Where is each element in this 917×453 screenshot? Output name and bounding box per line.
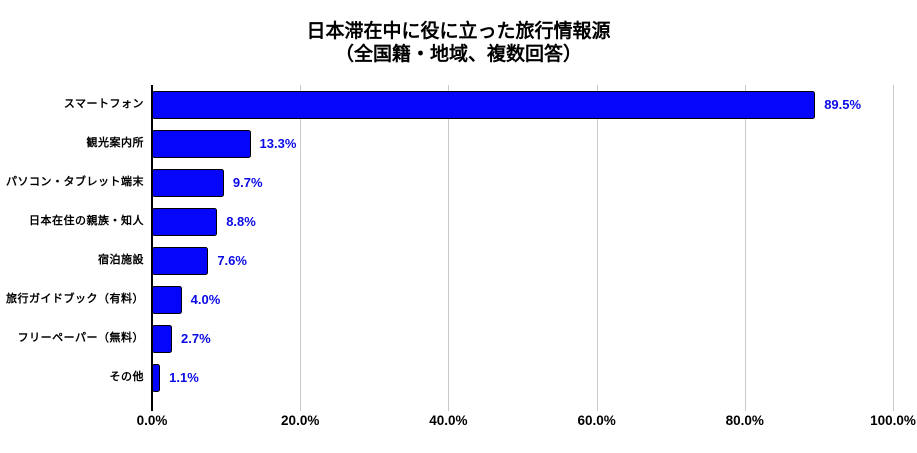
x-axis-tick-label: 20.0% [281, 413, 320, 428]
gridline [893, 85, 894, 411]
category-label: パソコン・タブレット端末 [6, 176, 144, 188]
category-label: スマートフォン [63, 98, 144, 110]
x-axis-tick-label: 60.0% [577, 413, 616, 428]
value-label: 2.7% [181, 331, 211, 346]
bar [152, 168, 224, 197]
bar [152, 207, 218, 236]
gridline [744, 85, 746, 411]
category-label: 観光案内所 [86, 137, 144, 149]
category-label: 日本在住の親族・知人 [29, 215, 144, 227]
value-label: 7.6% [217, 253, 247, 268]
x-axis-tick-label: 40.0% [429, 413, 468, 428]
category-label: フリーペーパー（無料） [17, 332, 144, 344]
x-axis-tick-label: 80.0% [725, 413, 764, 428]
bar [152, 246, 209, 275]
chart-title: 日本滞在中に役に立った旅行情報源 （全国籍・地域、複数回答） [0, 20, 917, 66]
value-label: 8.8% [226, 214, 256, 229]
bar [152, 324, 172, 353]
value-label: 1.1% [169, 370, 199, 385]
gridline [300, 85, 302, 411]
bar [152, 90, 816, 119]
category-label: その他 [109, 371, 144, 383]
category-label: 宿泊施設 [98, 254, 144, 266]
bar [152, 363, 161, 392]
value-label: 9.7% [232, 175, 263, 190]
gridline [596, 85, 598, 411]
bar [152, 285, 182, 314]
chart-title-line2: （全国籍・地域、複数回答） [334, 44, 582, 65]
value-label: 4.0% [190, 292, 221, 307]
gridline [448, 85, 450, 411]
value-label: 13.3% [259, 136, 297, 151]
value-label: 89.5% [824, 97, 862, 112]
chart-title-line1: 日本滞在中に役に立った旅行情報源 [306, 21, 611, 42]
x-axis-tick-label: 0.0% [136, 413, 168, 428]
x-axis-tick-label: 100.0% [870, 413, 916, 428]
bar [152, 129, 251, 158]
category-label: 旅行ガイドブック（有料） [6, 293, 144, 305]
